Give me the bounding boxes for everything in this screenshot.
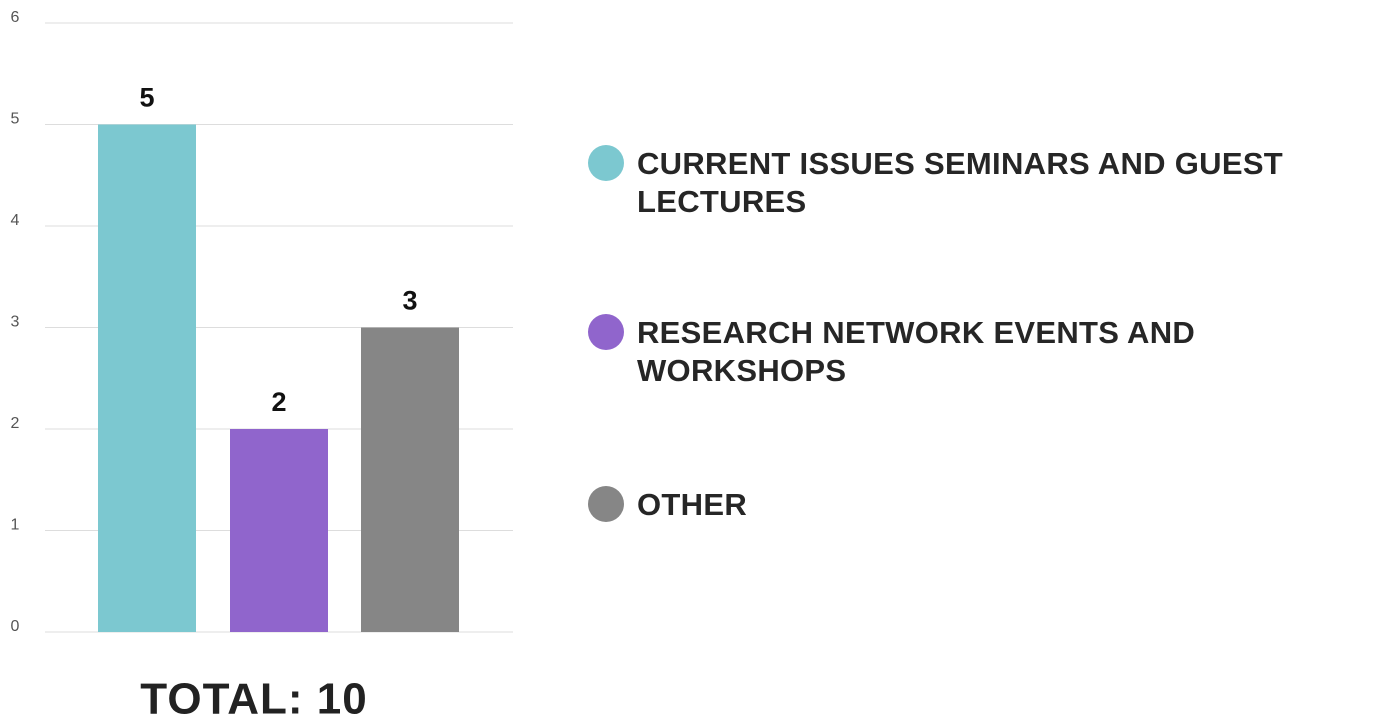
legend-swatch bbox=[588, 486, 624, 522]
bar bbox=[361, 327, 459, 632]
legend-item: CURRENT ISSUES SEMINARS AND GUEST LECTUR… bbox=[588, 145, 1388, 221]
value-label: 3 bbox=[402, 286, 417, 316]
y-tick-label: 1 bbox=[11, 517, 20, 534]
y-tick-label: 4 bbox=[11, 212, 20, 229]
legend-swatch bbox=[588, 314, 624, 350]
value-label: 5 bbox=[139, 83, 154, 113]
legend-swatch bbox=[588, 145, 624, 181]
y-tick-label: 2 bbox=[11, 415, 20, 432]
legend-label: RESEARCH NETWORK EVENTS AND WORKSHOPS bbox=[637, 315, 1196, 388]
y-tick-label: 5 bbox=[11, 111, 20, 128]
legend-item: RESEARCH NETWORK EVENTS AND WORKSHOPS bbox=[588, 314, 1388, 390]
bar bbox=[230, 429, 328, 632]
legend-label: CURRENT ISSUES SEMINARS AND GUEST LECTUR… bbox=[637, 146, 1284, 219]
y-tick-label: 6 bbox=[11, 9, 20, 26]
y-tick-label: 3 bbox=[11, 314, 20, 331]
bar bbox=[98, 124, 196, 632]
total-annotation: TOTAL: 10 bbox=[140, 675, 367, 718]
legend-item: OTHER bbox=[588, 486, 1388, 524]
legend-label: OTHER bbox=[637, 487, 747, 522]
value-label: 2 bbox=[271, 387, 286, 417]
y-tick-label: 0 bbox=[11, 618, 20, 635]
